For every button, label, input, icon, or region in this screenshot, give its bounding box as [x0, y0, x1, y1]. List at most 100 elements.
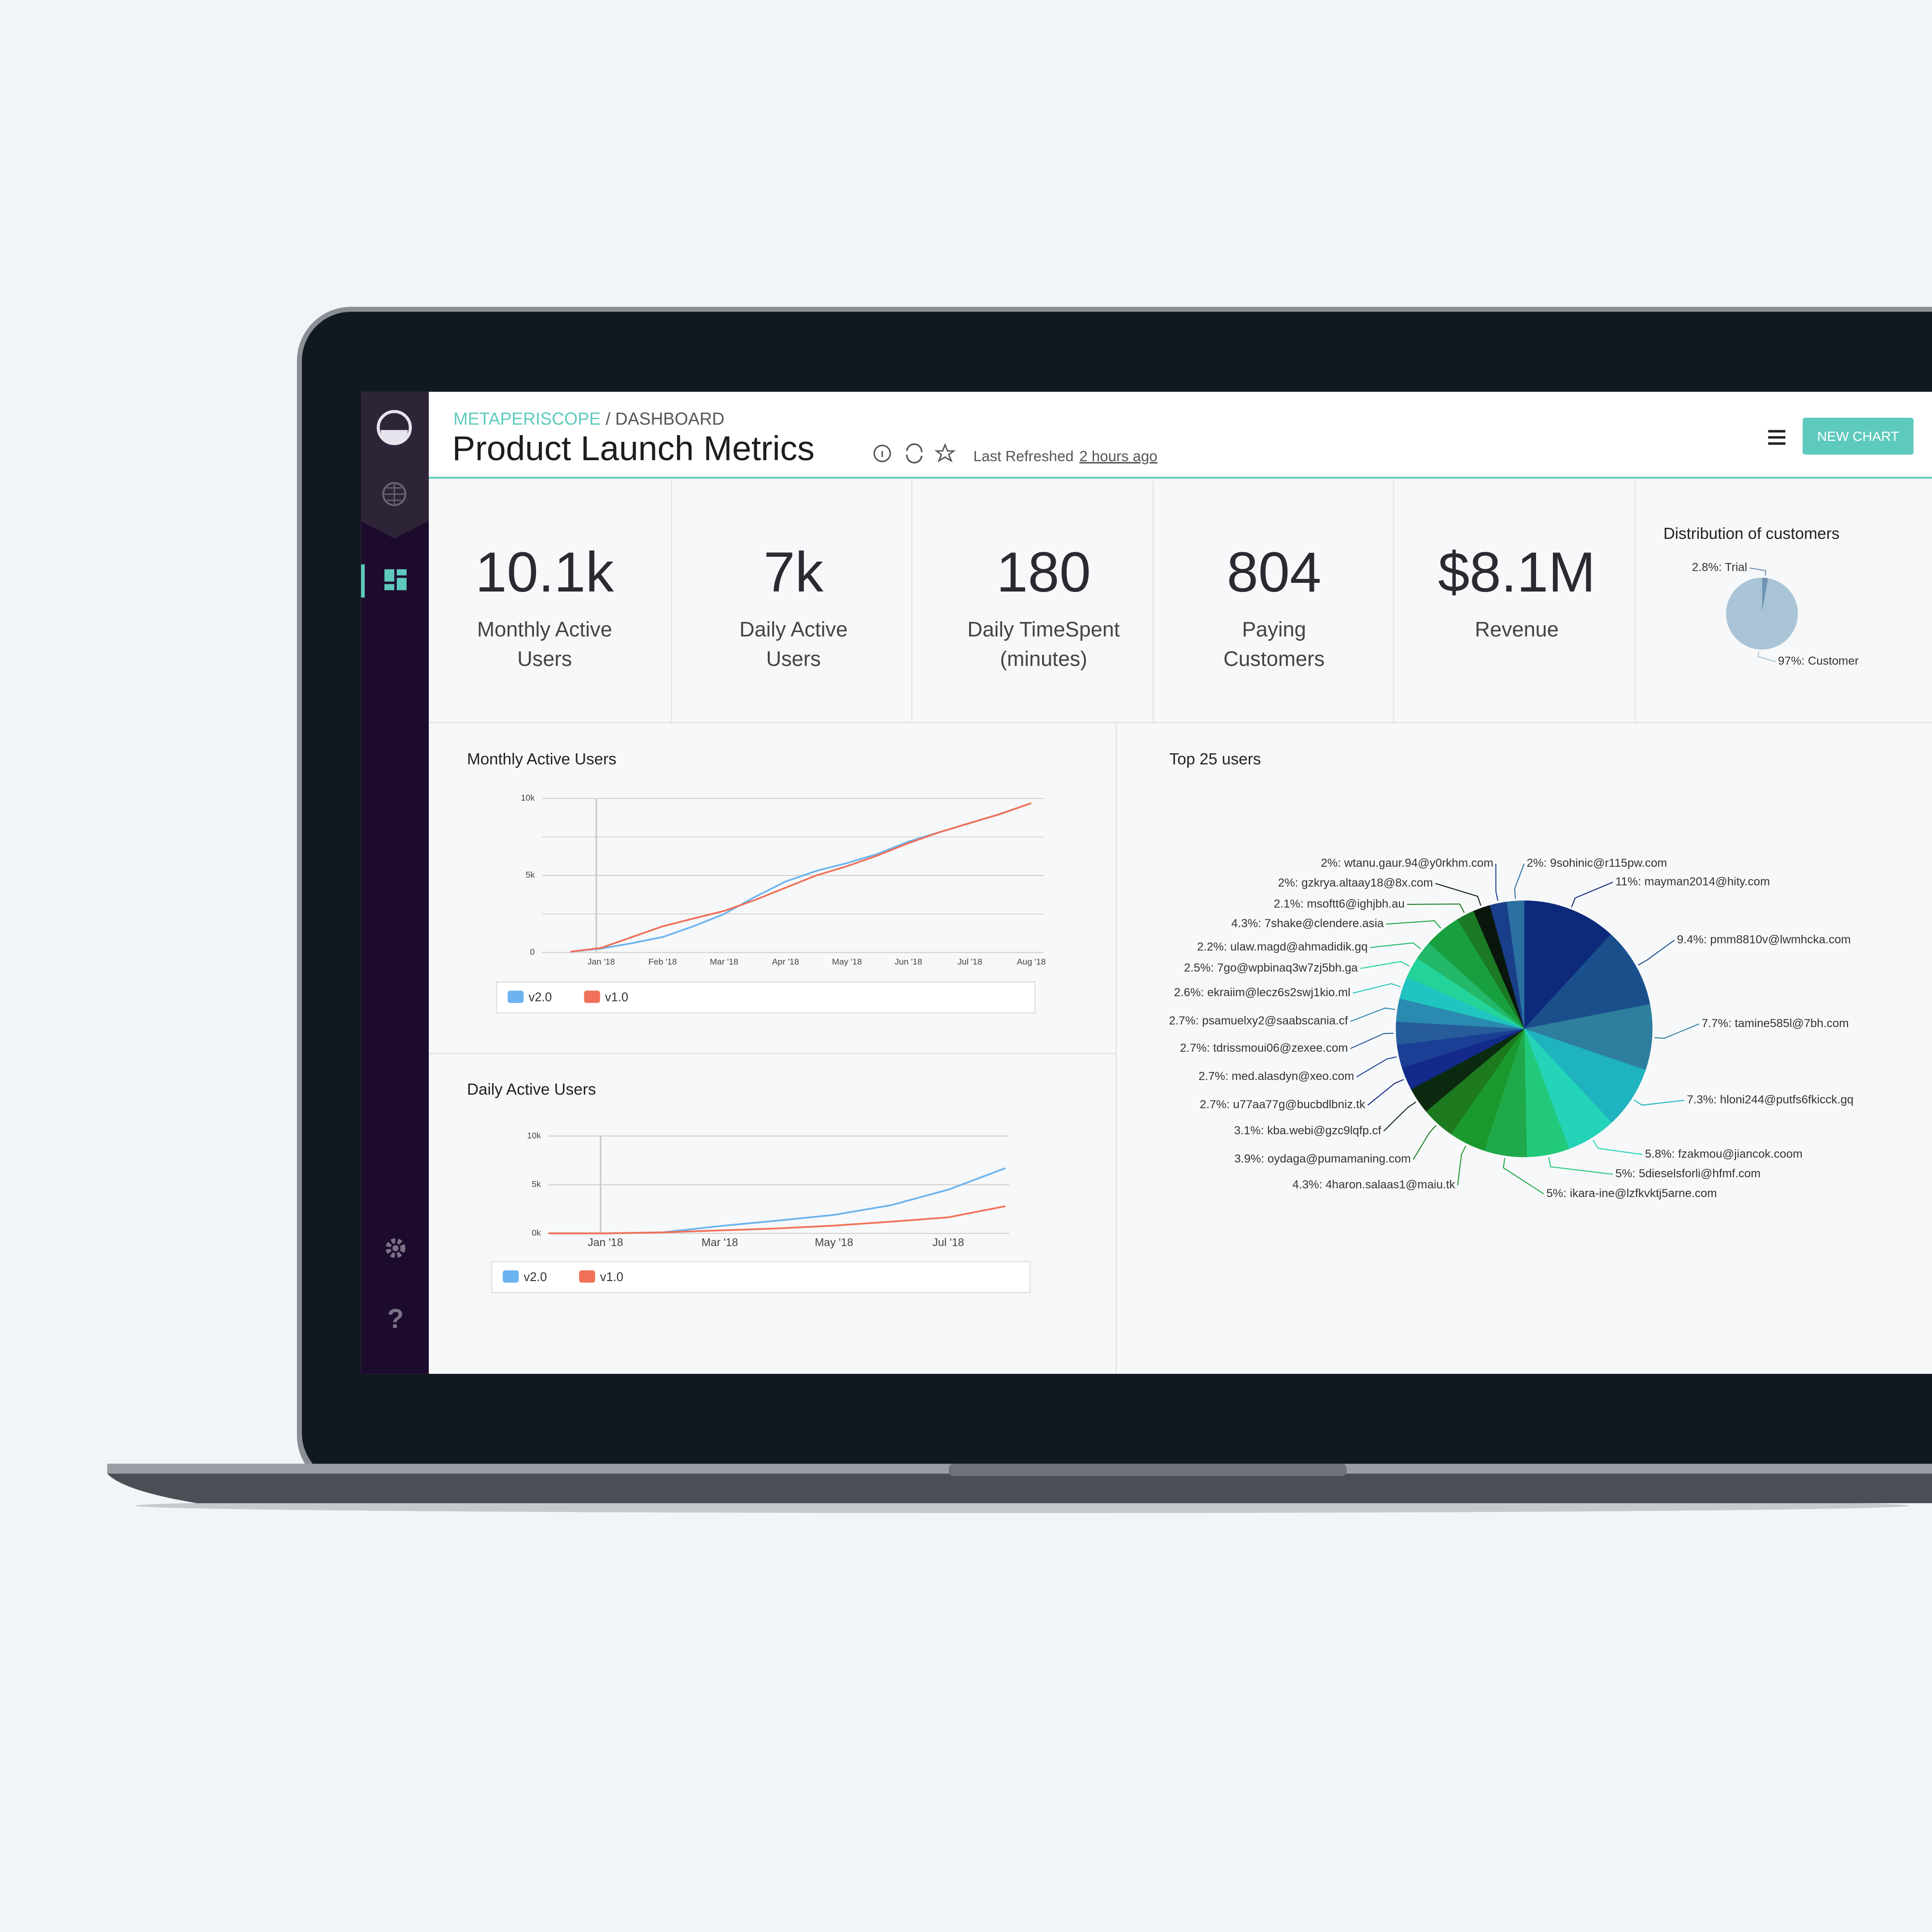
menu-icon[interactable]: [1768, 430, 1786, 445]
x-tick-label: May '18: [815, 1236, 853, 1249]
kpi-value: $8.1M: [1438, 540, 1595, 604]
x-tick-label: Aug '18: [1017, 957, 1046, 967]
leader-line: [1548, 1157, 1613, 1175]
sidebar-top: [361, 392, 429, 539]
leader-line: [1749, 567, 1766, 576]
legend-label: v2.0: [529, 991, 552, 1004]
slice-label: 2.8%: Trial: [1692, 561, 1748, 574]
kpi-label: Daily TimeSpent: [967, 618, 1120, 641]
header-rule: [428, 477, 1932, 479]
leader-line: [1407, 903, 1465, 913]
breadcrumb[interactable]: METAPERISCOPE: [453, 409, 601, 429]
legend-label: v1.0: [605, 991, 628, 1004]
logo-fill: [381, 430, 408, 444]
slice-label: 3.1%: kba.webi@gzc9lqfp.cf: [1234, 1124, 1382, 1137]
pie-slice: [1726, 578, 1798, 650]
settings-icon[interactable]: [385, 1238, 406, 1258]
star-icon[interactable]: [934, 443, 956, 463]
y-tick-label: 0k: [532, 1228, 541, 1238]
pie-slice: [1524, 900, 1611, 1029]
chart-title: Top 25 users: [1170, 750, 1261, 768]
slice-label: 5%: 5dieselsforli@hfmf.com: [1615, 1167, 1761, 1180]
legend: [496, 981, 1036, 1014]
slice-label: 11%: mayman2014@hity.com: [1615, 875, 1770, 888]
dashboard-title: Product Launch Metrics: [452, 429, 814, 468]
kpi-label: (minutes): [1000, 648, 1087, 671]
help-icon[interactable]: ?: [387, 1303, 404, 1334]
breadcrumb-section: / DASHBOARD: [606, 409, 724, 429]
series-line: [570, 802, 1032, 953]
sidebar: [361, 392, 429, 1374]
new-chart-button[interactable]: [1803, 418, 1914, 455]
slice-label: 7.3%: hloni244@putfs6fkicck.gq: [1687, 1093, 1853, 1106]
slice-label: 2.7%: u77aa77g@bucbdlbniz.tk: [1200, 1098, 1366, 1111]
legend-label: v2.0: [523, 1270, 547, 1284]
slice-label: 2%: wtanu.gaur.94@y0rkhm.com: [1321, 857, 1493, 870]
kpi-label: Users: [766, 648, 821, 671]
settings-center: [392, 1245, 399, 1252]
x-tick-label: Mar '18: [710, 957, 738, 967]
slice-label: 2.5%: 7go@wpbinaq3w7zj5bh.ga: [1184, 961, 1358, 974]
slice-label: 2%: 9sohinic@r115pw.com: [1527, 857, 1667, 870]
leader-line: [1592, 1140, 1643, 1155]
info-icon[interactable]: [873, 444, 891, 463]
x-tick-label: Mar '18: [702, 1236, 738, 1249]
header: [428, 392, 1932, 479]
leader-line: [1571, 882, 1613, 907]
leader-line: [1350, 1007, 1396, 1022]
pie-slice: [1523, 934, 1650, 1029]
kpi-label: Monthly Active: [477, 618, 612, 641]
legend-swatch: [503, 1270, 519, 1283]
charts: Distribution of customers 2.8%: Trial 97%:…: [467, 525, 1859, 1293]
slice-label: 3.9%: oydaga@pumamaning.com: [1234, 1153, 1410, 1166]
x-tick-label: Jan '18: [588, 1236, 623, 1249]
legend-swatch: [584, 990, 600, 1003]
dividers: [428, 480, 1932, 1374]
y-tick-label: 0: [530, 947, 535, 957]
leader-line: [1360, 961, 1410, 969]
slice-label: 2.6%: ekraiim@lecz6s2swj1kio.ml: [1174, 986, 1350, 999]
refresh-icon[interactable]: [906, 443, 923, 464]
x-tick-label: Jul '18: [958, 957, 982, 967]
kpi-value: 804: [1227, 540, 1322, 604]
slice-label: 5.8%: fzakmou@jiancok.coom: [1645, 1147, 1802, 1160]
chart-title: Daily Active Users: [467, 1081, 596, 1099]
dashboard-icon[interactable]: [384, 569, 407, 591]
info-stem: [881, 451, 883, 457]
leader-line: [1654, 1023, 1700, 1039]
leader-line: [1412, 1125, 1437, 1160]
slice-label: 7.7%: tamine585l@7bh.com: [1702, 1017, 1849, 1030]
chart-title: Monthly Active Users: [467, 750, 617, 768]
x-tick-label: Jul '18: [932, 1236, 964, 1249]
x-tick-label: May '18: [832, 957, 862, 967]
leader-line: [1757, 651, 1776, 663]
kpi-label: Daily Active: [739, 618, 847, 641]
y-tick-label: 5k: [532, 1179, 541, 1189]
slice-label: 2%: gzkrya.altaay18@8x.com: [1278, 876, 1433, 889]
leader-line: [1350, 1032, 1394, 1049]
slice-label: 2.2%: ulaw.magd@ahmadidik.gq: [1197, 941, 1368, 954]
leader-line: [1637, 940, 1675, 966]
button-label[interactable]: NEW CHART: [1817, 429, 1899, 444]
leader-line: [1514, 863, 1525, 899]
laptop-notch: [948, 1464, 1347, 1476]
y-tick-label: 10k: [521, 793, 535, 803]
slice-label: 4.3%: 7shake@clendere.asia: [1231, 917, 1384, 930]
slice-label: 2.7%: med.alasdyn@xeo.com: [1199, 1070, 1354, 1083]
kpi-value: 10.1k: [475, 540, 614, 604]
leader-line: [1633, 1099, 1685, 1106]
y-tick-label: 5k: [526, 870, 535, 880]
kpi-label: Users: [517, 648, 572, 671]
leader-line: [1367, 1079, 1404, 1106]
kpi-label: Customers: [1224, 648, 1325, 671]
leader-line: [1383, 1101, 1416, 1132]
x-tick-label: Jan '18: [588, 957, 615, 967]
slice-label: 2.7%: tdrissmoui06@zexee.com: [1180, 1042, 1348, 1055]
kpi-label: Paying: [1242, 618, 1306, 641]
leader-line: [1503, 1157, 1544, 1195]
pie-slice: [1524, 1029, 1646, 1123]
refreshed-time[interactable]: 2 hours ago: [1079, 448, 1157, 465]
kpi-row: 10.1k Monthly Active Users 7k Daily Active Us…: [475, 540, 1595, 671]
leader-line: [1457, 1145, 1467, 1185]
